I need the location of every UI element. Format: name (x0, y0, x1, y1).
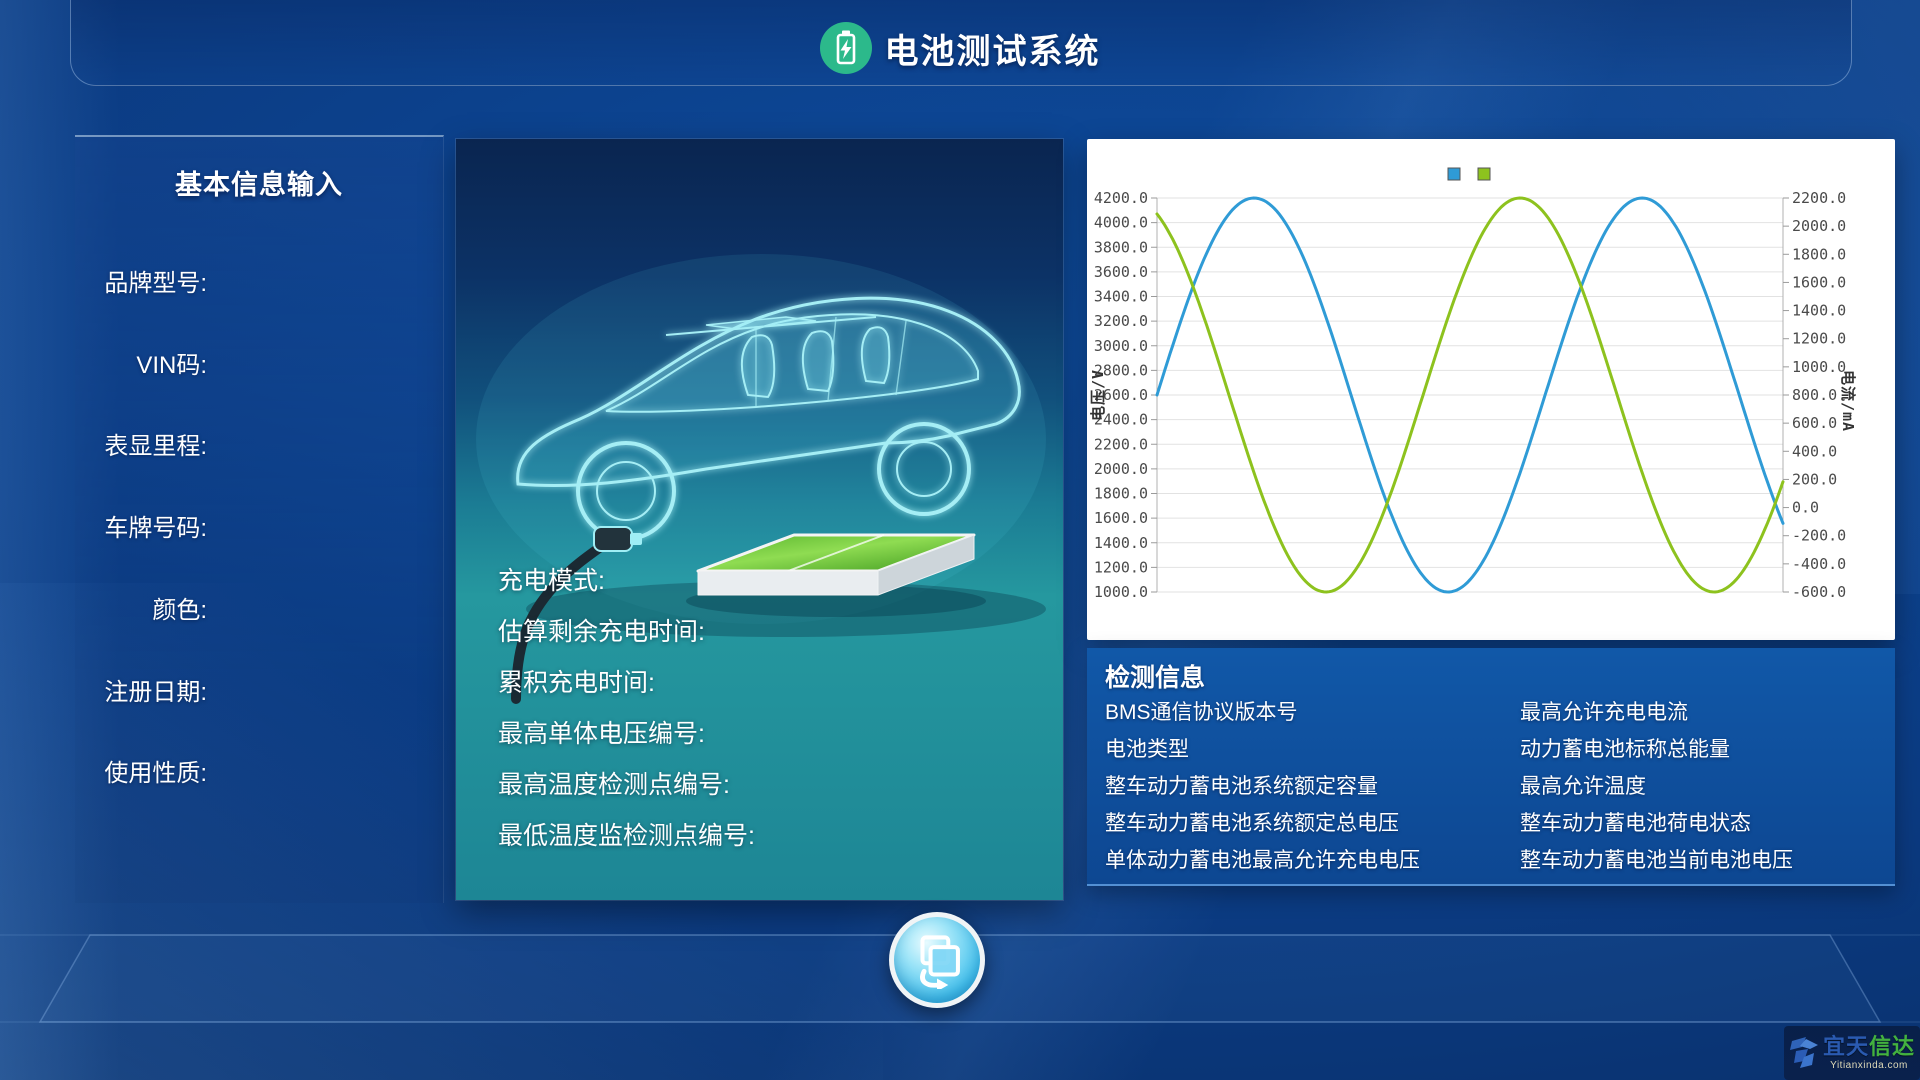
y-right-tick-label: 1800.0 (1792, 245, 1846, 263)
watermark-name: 宜天信达 (1823, 1035, 1915, 1059)
detection-item: BMS通信协议版本号 (1105, 701, 1298, 724)
y-left-tick-label: 4200.0 (1094, 189, 1148, 207)
basic-info-panel: 基本信息输入 品牌型号: VIN码: 表显里程: 车牌号码: 颜色: 注册日期: 使用性质: (75, 135, 444, 903)
series-line-电压 (1155, 196, 1785, 594)
y-left-tick-label: 2200.0 (1094, 435, 1148, 453)
y-left-axis-title: 电压/V (1089, 369, 1107, 421)
y-left-tick-label: 2400.0 (1094, 411, 1148, 429)
y-right-tick-label: 2000.0 (1792, 217, 1846, 235)
y-left-tick-label: 4000.0 (1094, 214, 1148, 232)
y-left-tick-label: 3600.0 (1094, 263, 1148, 281)
vehicle-field-label: 累积充电时间: (498, 669, 655, 697)
y-right-tick-label: 800.0 (1792, 386, 1837, 404)
vehicle-field-label: 最高温度检测点编号: (498, 771, 730, 799)
basic-field-label: 颜色: (152, 596, 207, 624)
vehicle-panel: 充电模式: 估算剩余充电时间: 累积充电时间: 最高单体电压编号: 最高温度检测点编号:… (455, 138, 1064, 901)
battery-pack (696, 533, 976, 596)
sync-button[interactable] (889, 912, 985, 1008)
watermark: 宜天信达 Yitianxinda.com (1784, 1026, 1920, 1080)
chart-panel: 4200.0 4000.0 3800.0 3600.0 3400.0 3200.0 3000… (1087, 139, 1895, 640)
legend-marker[interactable] (1447, 167, 1461, 181)
basic-field-label: 车牌号码: (104, 515, 207, 543)
y-right-tick-label: 1600.0 (1792, 273, 1846, 291)
series-line-电流 (1155, 196, 1785, 594)
basic-field-label: 品牌型号: (104, 270, 207, 297)
basic-field-label: VIN码: (136, 351, 207, 379)
app-title-bar: 电池测试系统 (0, 22, 1920, 74)
detection-item: 整车动力蓄电池系统额定总电压 (1105, 812, 1399, 835)
detection-item: 最高允许温度 (1520, 775, 1646, 798)
detection-item: 整车动力蓄电池荷电状态 (1520, 812, 1751, 835)
detection-info-title: 检测信息 (1105, 664, 1206, 692)
detection-item: 整车动力蓄电池系统额定容量 (1105, 775, 1378, 798)
vehicle-field-label: 最高单体电压编号: (498, 720, 705, 748)
y-left-tick-label: 3200.0 (1094, 312, 1148, 330)
y-left-tick-label: 1000.0 (1094, 583, 1148, 601)
y-left-tick-label: 1400.0 (1094, 534, 1148, 552)
y-right-tick-label: -400.0 (1792, 555, 1846, 573)
y-right-axis-title: 电流/mA (1839, 370, 1857, 432)
y-right-tick-label: 200.0 (1792, 470, 1837, 488)
chart-svg: 4200.0 4000.0 3800.0 3600.0 3400.0 3200.0 3000… (1089, 167, 1857, 601)
header-panel (70, 0, 1852, 86)
y-left-tick-label: 1200.0 (1094, 558, 1148, 576)
y-right-tick-label: 0.0 (1792, 499, 1819, 517)
y-right-tick-label: 1400.0 (1792, 302, 1846, 320)
y-left-tick-label: 2600.0 (1094, 386, 1148, 404)
detection-right-column: 最高允许充电电流动力蓄电池标称总能量 最高允许温度整车动力蓄电池荷电状态整车动力蓄… (1520, 694, 1890, 879)
background-beam-left (0, 0, 120, 1080)
y-left-tick-label: 1600.0 (1094, 509, 1148, 527)
vehicle-field-label: 充电模式: (498, 567, 605, 595)
y-right-tick-label: 1200.0 (1792, 330, 1846, 348)
y-right-tick-label: -600.0 (1792, 583, 1846, 601)
vehicle-field-label: 估算剩余充电时间: (498, 618, 705, 646)
detection-left-column: BMS通信协议版本号 电池类型整车动力蓄电池系统额定容量 整车动力蓄电池系统额定总电… (1105, 694, 1510, 879)
vehicle-field-label: 最低温度监检测点编号: (498, 822, 755, 850)
y-left-tick-label: 2000.0 (1094, 460, 1148, 478)
basic-field-label: 使用性质: (104, 760, 207, 788)
legend-marker[interactable] (1477, 167, 1491, 181)
car-illustration (456, 139, 1063, 900)
y-right-tick-label: 600.0 (1792, 414, 1837, 432)
battery-bolt-icon (819, 22, 872, 74)
page-title: 电池测试系统 (884, 32, 1101, 71)
y-right-tick-label: 1000.0 (1792, 358, 1846, 376)
detection-item: 单体动力蓄电池最高允许充电电压 (1105, 849, 1420, 872)
sync-transfer-icon (920, 935, 960, 989)
basic-field-label: 注册日期: (104, 678, 207, 706)
y-left-tick-label: 2800.0 (1094, 361, 1148, 379)
y-left-tick-label: 1800.0 (1094, 485, 1148, 503)
basic-field-label: 表显里程: (104, 433, 207, 461)
detection-item: 整车动力蓄电池当前电池电压 (1520, 849, 1793, 872)
y-left-tick-label: 3800.0 (1094, 238, 1148, 256)
detection-item: 电池类型 (1105, 738, 1189, 761)
watermark-logo-icon (1790, 1037, 1818, 1068)
detection-item: 最高允许充电电流 (1520, 701, 1688, 724)
y-right-tick-label: 400.0 (1792, 442, 1837, 460)
watermark-name-part2: 信达 (1869, 1034, 1916, 1059)
y-left-tick-label: 3000.0 (1094, 337, 1148, 355)
detection-info-panel: 检测信息 BMS通信协议版本号 电池类型整车动力蓄电池系统额定容量 整车动力蓄电池系… (1087, 648, 1895, 886)
y-right-tick-label: -200.0 (1792, 527, 1846, 545)
y-right-tick-label: 2200.0 (1792, 189, 1846, 207)
watermark-url: Yitianxinda.com (1830, 1060, 1908, 1071)
basic-info-title: 基本信息输入 (175, 170, 343, 200)
detection-item: 动力蓄电池标称总能量 (1520, 738, 1730, 761)
y-left-tick-label: 3400.0 (1094, 288, 1148, 306)
watermark-name-part1: 宜天 (1823, 1034, 1870, 1059)
